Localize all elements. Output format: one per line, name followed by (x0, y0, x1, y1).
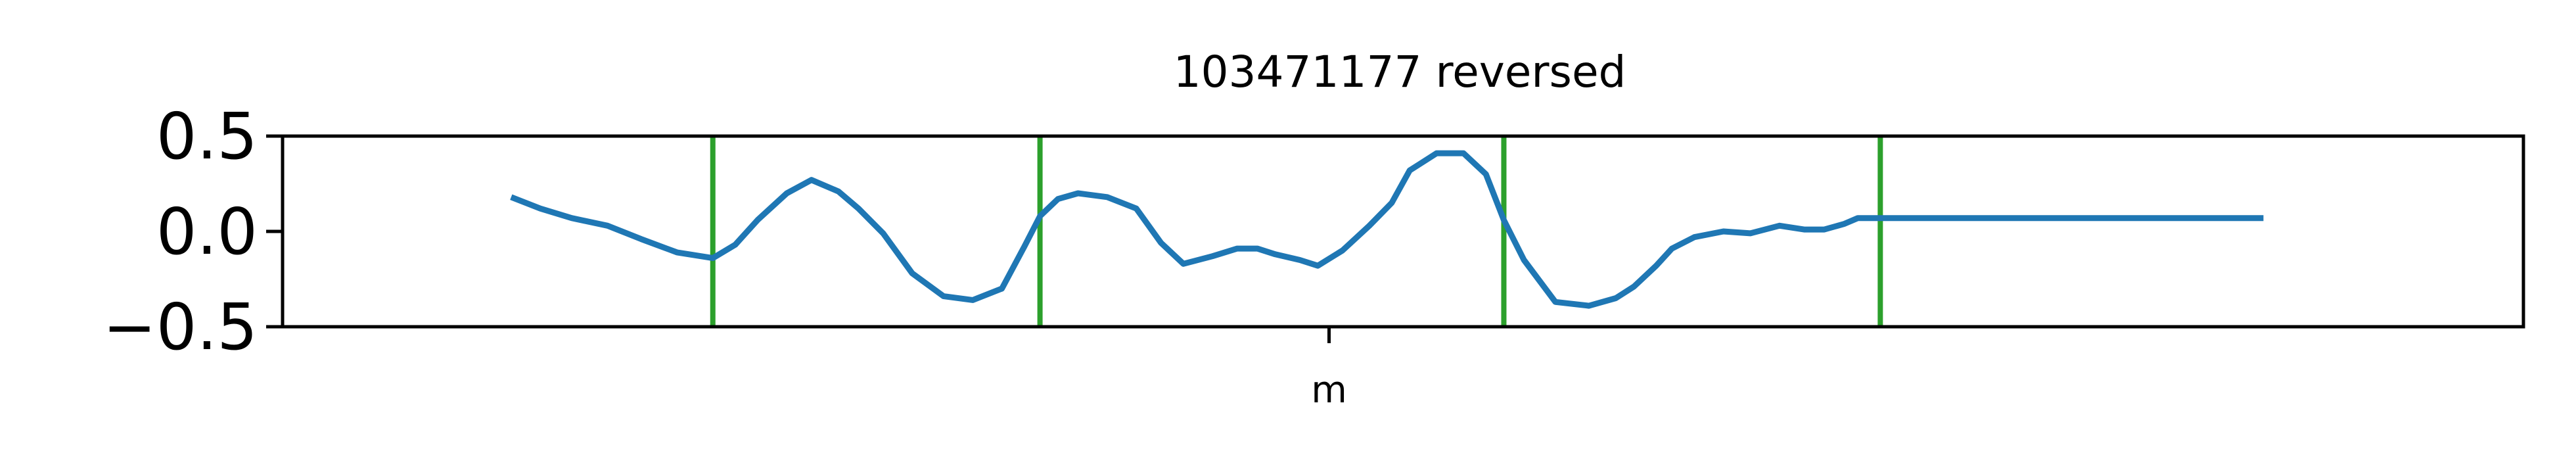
series-line-1 (510, 150, 2264, 309)
y-axis: −0.5 0.0 0.5 (103, 99, 283, 364)
x-axis: m (1311, 327, 1347, 412)
y-tick-label: 0.0 (156, 195, 258, 269)
x-tick-label: m (1311, 369, 1347, 412)
y-tick-label: 0.5 (156, 99, 258, 174)
y-tick-label: −0.5 (103, 290, 258, 364)
vertical-markers (710, 136, 1883, 327)
plot-area (510, 150, 2264, 309)
chart-title: 103471177 reversed (1174, 47, 1626, 97)
